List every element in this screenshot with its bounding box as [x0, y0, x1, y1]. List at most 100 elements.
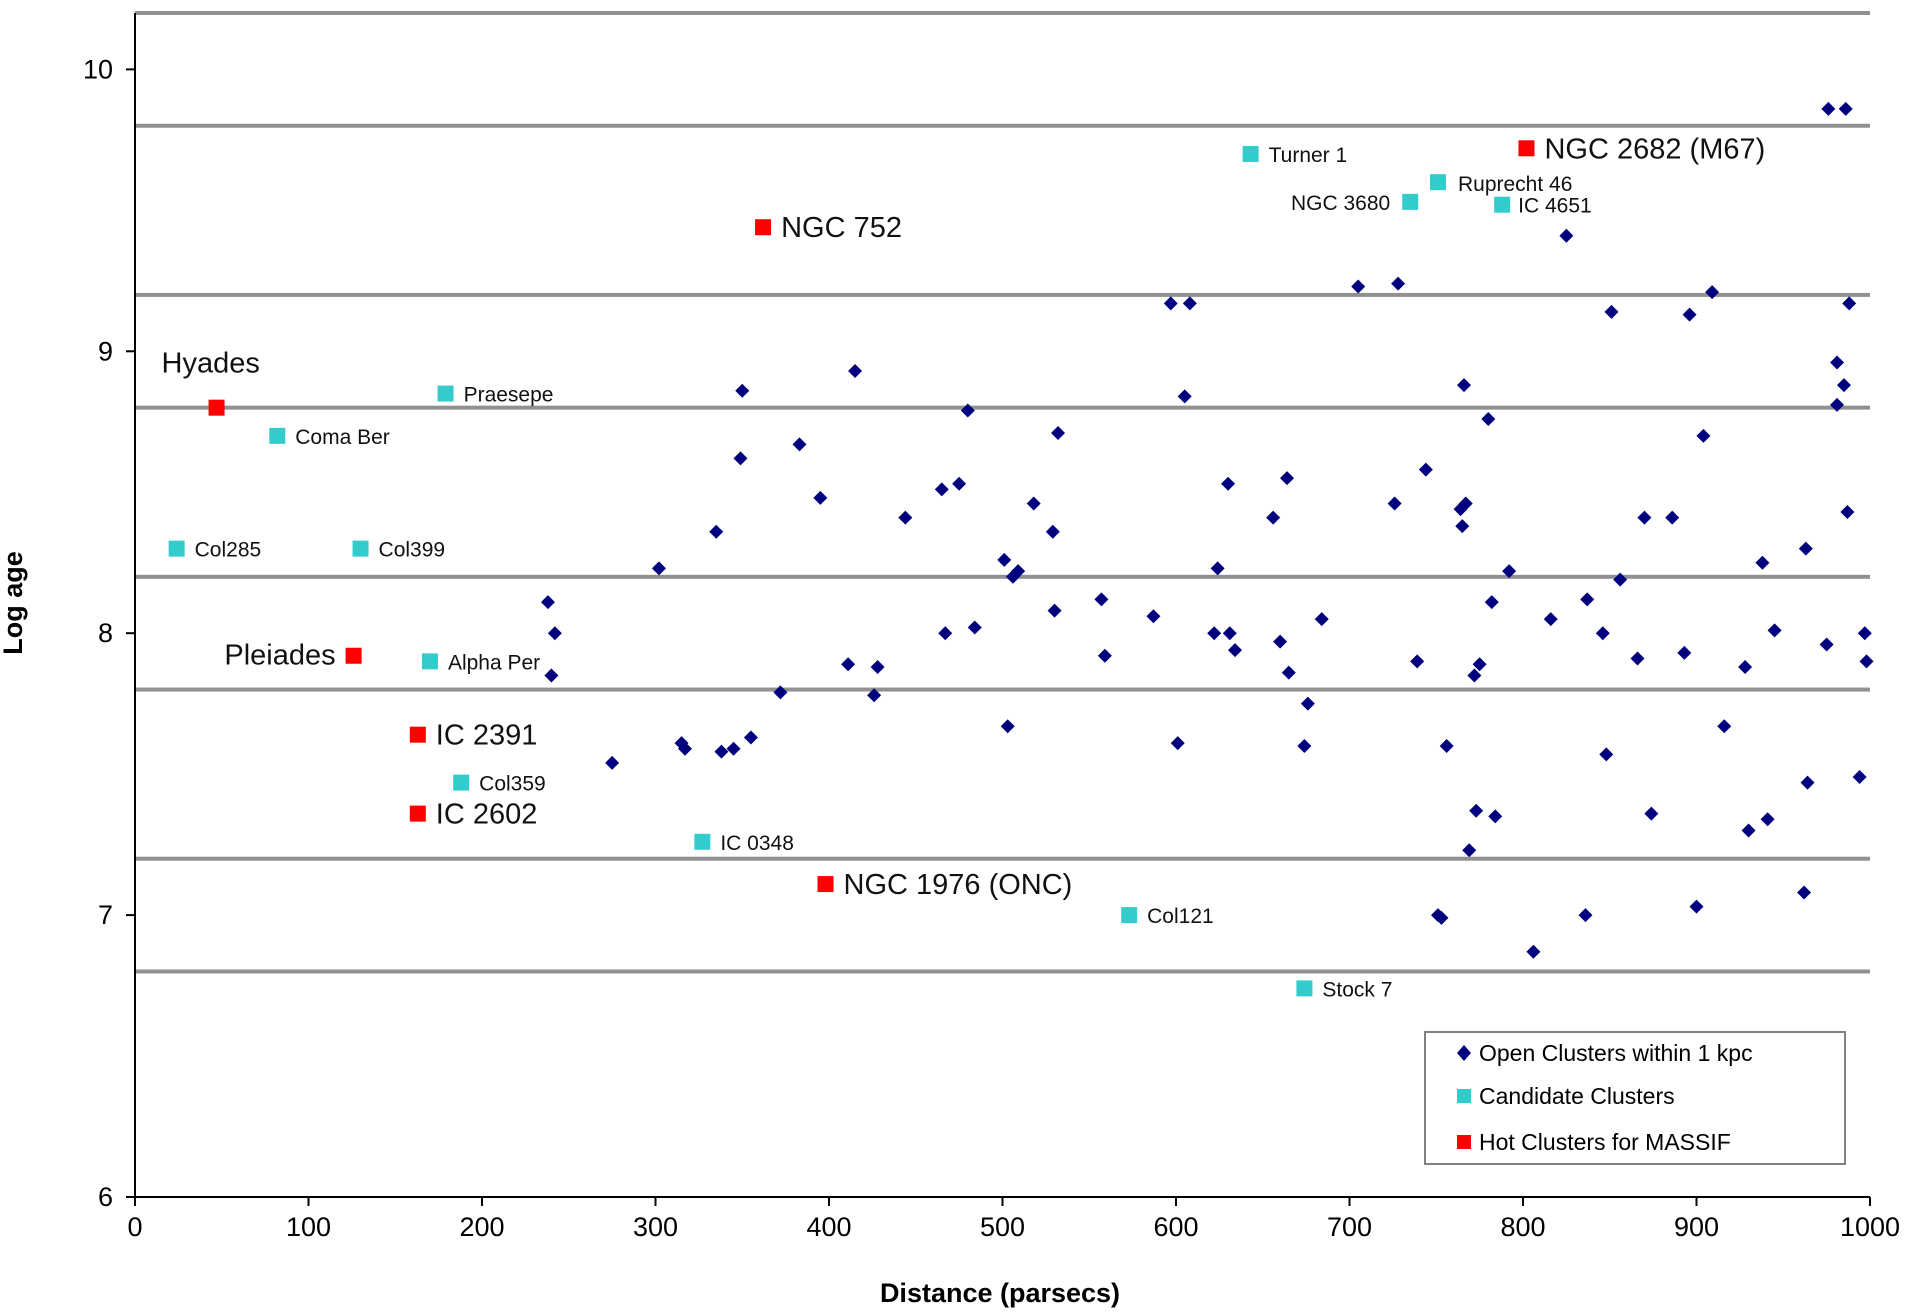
age-band-lines	[135, 11, 1870, 974]
y-tick-label: 9	[98, 336, 113, 366]
legend-label-hot-clusters: Hot Clusters for MASSIF	[1479, 1129, 1731, 1155]
hot-cluster-point	[817, 876, 834, 893]
band-line-1	[135, 123, 1870, 128]
x-tick-label: 1000	[1840, 1212, 1900, 1242]
open-cluster-point	[848, 364, 863, 379]
legend-hot-marker	[1457, 1135, 1471, 1149]
y-tick-label: 6	[98, 1182, 113, 1212]
candidate-cluster-point	[1429, 174, 1446, 191]
candidate-cluster-point	[437, 385, 454, 402]
open-cluster-point	[1767, 623, 1782, 638]
open-cluster-point	[1502, 564, 1517, 579]
open-cluster-point	[1838, 101, 1853, 116]
open-cluster-point	[547, 626, 562, 641]
open-cluster-point	[1439, 738, 1454, 753]
candidate-cluster-label: Coma Ber	[295, 426, 390, 449]
x-tick-label: 600	[1153, 1212, 1198, 1242]
band-line-4	[135, 574, 1870, 579]
candidate-cluster-point	[1296, 980, 1313, 997]
x-axis-title: Distance (parsecs)	[880, 1278, 1120, 1308]
open-cluster-point	[1300, 696, 1315, 711]
open-cluster-point	[1630, 651, 1645, 666]
x-tick-label: 300	[633, 1212, 678, 1242]
open-cluster-point	[1819, 637, 1834, 652]
x-tick-label: 700	[1327, 1212, 1372, 1242]
candidate-cluster-point	[1242, 145, 1259, 162]
candidate-cluster-label: Alpha Per	[448, 651, 540, 674]
open-cluster-point	[1717, 719, 1732, 734]
open-cluster-point	[1665, 510, 1680, 525]
open-cluster-point	[1821, 101, 1836, 116]
open-cluster-point	[792, 437, 807, 452]
open-cluster-point	[1281, 665, 1296, 680]
open-cluster-point	[1207, 626, 1222, 641]
candidate-cluster-label: Col399	[379, 539, 446, 562]
candidate-cluster-point	[168, 540, 185, 557]
candidate-cluster-point	[694, 833, 711, 850]
open-cluster-point	[1011, 564, 1026, 579]
open-cluster-point	[1705, 285, 1720, 300]
hot-cluster-label: Pleiades	[224, 640, 335, 672]
hot-cluster-point	[409, 726, 426, 743]
open-cluster-point	[1177, 389, 1192, 404]
open-cluster-point	[773, 685, 788, 700]
legend-candidate-marker	[1457, 1089, 1471, 1103]
candidate-cluster-label: Praesepe	[464, 384, 554, 407]
open-cluster-point	[1484, 595, 1499, 610]
legend-diamond-marker	[1457, 1045, 1471, 1061]
open-cluster-point	[1840, 504, 1855, 519]
candidate-cluster-label: Col285	[195, 539, 262, 562]
y-tick-label: 10	[83, 54, 113, 84]
open-cluster-point	[1836, 378, 1851, 393]
open-cluster-point	[1798, 541, 1813, 556]
open-cluster-point	[813, 490, 828, 505]
open-cluster-point	[1094, 592, 1109, 607]
hot-cluster-label: IC 2602	[436, 799, 538, 831]
open-cluster-point	[1857, 626, 1872, 641]
open-cluster-point	[967, 620, 982, 635]
hot-cluster-point	[208, 399, 225, 416]
legend: Open Clusters within 1 kpc Candidate Clu…	[1424, 1031, 1846, 1165]
candidate-cluster-label: IC 0348	[720, 832, 794, 855]
candidate-cluster-point	[421, 653, 438, 670]
x-tick-label: 500	[980, 1212, 1025, 1242]
open-cluster-point	[1595, 626, 1610, 641]
candidate-cluster-point	[453, 774, 470, 791]
open-cluster-point	[1097, 648, 1112, 663]
open-cluster-point	[1467, 668, 1482, 683]
open-cluster-point	[1146, 609, 1161, 624]
open-cluster-point	[841, 657, 856, 672]
open-cluster-point	[1481, 411, 1496, 426]
x-axis-ticks: 0 100 200 300 400 500 600 700 800 900 1000	[127, 1197, 1900, 1242]
open-cluster-point	[1488, 809, 1503, 824]
open-cluster-point	[1859, 654, 1874, 669]
open-cluster-point	[1434, 910, 1449, 925]
x-tick-label: 0	[127, 1212, 142, 1242]
open-cluster-point	[1351, 279, 1366, 294]
open-cluster-point	[1797, 885, 1812, 900]
open-cluster-point	[1613, 572, 1628, 587]
band-line-3	[135, 405, 1870, 410]
band-line-5	[135, 687, 1870, 692]
open-cluster-point	[1462, 843, 1477, 858]
open-cluster-point	[1559, 228, 1574, 243]
open-cluster-point	[867, 688, 882, 703]
candidate-cluster-point	[269, 427, 286, 444]
open-cluster-point	[1273, 634, 1288, 649]
legend-box	[1424, 1031, 1846, 1165]
open-cluster-point	[1182, 296, 1197, 311]
open-cluster-point	[1163, 296, 1178, 311]
open-cluster-point	[1682, 307, 1697, 322]
open-cluster-point	[1045, 524, 1060, 539]
open-cluster-point	[1391, 276, 1406, 291]
open-cluster-point	[733, 451, 748, 466]
band-line-0	[135, 11, 1870, 15]
open-cluster-point	[544, 668, 559, 683]
y-tick-label: 7	[98, 900, 113, 930]
open-cluster-point	[1227, 643, 1242, 658]
candidate-cluster-point	[352, 540, 369, 557]
open-cluster-points	[540, 101, 1874, 959]
open-cluster-point	[1458, 496, 1473, 511]
candidate-cluster-point	[1121, 907, 1138, 924]
open-cluster-point	[1842, 296, 1857, 311]
